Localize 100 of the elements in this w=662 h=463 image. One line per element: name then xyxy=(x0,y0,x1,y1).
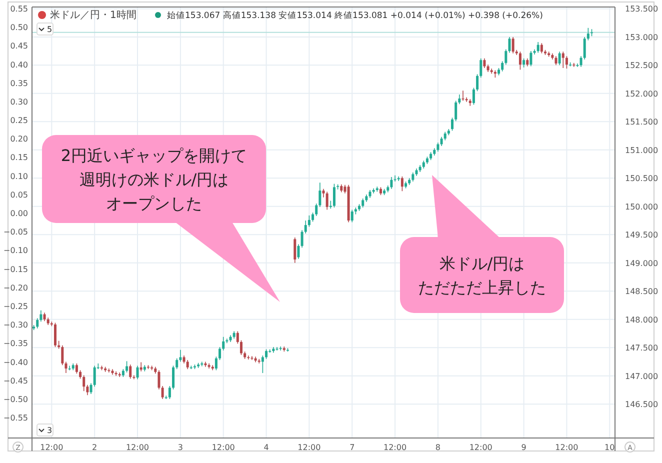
x-tick-label: 2 xyxy=(92,443,98,452)
x-tick-label: 12:00 xyxy=(384,443,407,452)
candlestick xyxy=(501,60,504,72)
annotation: ただただ上昇した xyxy=(418,278,546,297)
y-tick-label: 0.05 xyxy=(10,190,28,200)
candlestick xyxy=(126,360,128,373)
candlestick xyxy=(480,58,482,78)
y-tick-label: 0.30 xyxy=(10,97,28,106)
candlestick xyxy=(562,51,564,68)
y-tick-label: 0.20 xyxy=(10,134,28,144)
y-tick-label: 0.10 xyxy=(10,172,28,181)
y-tick-label: 0.25 xyxy=(10,116,28,126)
y2-tick-label: 149.500 xyxy=(625,230,658,240)
candlestick xyxy=(114,370,118,376)
y-tick-label: 0.40 xyxy=(10,60,28,70)
y2-tick-label: 146.500 xyxy=(625,400,658,410)
y2-tick-label: 153.000 xyxy=(625,32,658,42)
annotation: オープンした xyxy=(106,194,202,213)
candlestick xyxy=(158,370,160,390)
x-tick-label: 12:00 xyxy=(469,443,492,452)
candlestick xyxy=(186,360,189,370)
candlestick xyxy=(400,176,404,192)
candlestick xyxy=(214,356,218,371)
candlestick xyxy=(161,386,164,400)
candlestick xyxy=(454,100,458,122)
y-tick-label: −0.05 xyxy=(3,228,28,237)
candlestick xyxy=(200,361,204,367)
y-tick-label: −0.25 xyxy=(3,302,28,311)
x-tick-label: 7 xyxy=(350,443,355,452)
annotation: 5 xyxy=(47,25,52,34)
speech-bubble: 2円近いギャップを開けて 週明けの米ドル/円は オープンした xyxy=(42,135,280,302)
y-tick-label: −0.30 xyxy=(3,320,28,330)
candlestick xyxy=(458,94,461,105)
y-tick-label: −0.50 xyxy=(3,394,28,404)
candlestick xyxy=(540,42,543,54)
candlestick xyxy=(218,346,222,360)
y2-tick-label: 150.000 xyxy=(625,202,658,212)
candlestick xyxy=(318,182,322,208)
candlestick xyxy=(565,56,568,69)
candlestick xyxy=(483,58,486,68)
y2-tick-label: 149.000 xyxy=(625,258,658,268)
y2-tick-label: 152.500 xyxy=(625,61,658,70)
candlestick xyxy=(362,198,364,208)
candlestick xyxy=(276,346,278,351)
x-tick-label: 12:00 xyxy=(555,443,578,452)
y2-tick-label: 148.500 xyxy=(625,287,658,296)
y-tick-label: 0.45 xyxy=(10,42,28,51)
x-tick-label: 9 xyxy=(521,443,526,452)
x-tick-label: 12:00 xyxy=(126,443,150,452)
candlestick xyxy=(465,96,468,102)
y2-tick-label: 152.000 xyxy=(625,89,658,98)
candlestick xyxy=(129,364,132,380)
candlestick xyxy=(350,209,354,223)
candlestick xyxy=(108,368,110,373)
candlestick xyxy=(54,322,56,348)
y-tick-label: 0.00 xyxy=(10,209,28,218)
candlestick xyxy=(576,63,579,68)
candlestick xyxy=(586,28,590,41)
candlestick xyxy=(261,355,264,374)
candlestick xyxy=(258,358,260,364)
x-tick-label: 12:00 xyxy=(212,443,235,452)
candlestick xyxy=(176,358,178,370)
y-tick-label: 0.15 xyxy=(10,153,28,162)
candlestick xyxy=(75,363,78,374)
y-tick-label: −0.55 xyxy=(3,414,28,423)
annotation: 2円近いギャップを開けて xyxy=(60,146,248,165)
annotation: 米ドル/円は xyxy=(439,254,525,273)
candlestick xyxy=(512,36,514,54)
text: 始値153.067 高値153.138 安値153.014 終値153.081 +0.014 (+0.01%) +0.398 (+0.26%) xyxy=(167,10,543,21)
y-tick-label: 0.50 xyxy=(10,23,28,32)
candlestick xyxy=(136,365,139,380)
candlestick xyxy=(558,51,561,66)
candlestick xyxy=(472,87,475,106)
candlestick xyxy=(68,365,71,371)
y-tick-label: 0.55 xyxy=(10,4,28,14)
y2-tick-label: 150.500 xyxy=(625,174,658,184)
y-tick-label: −0.35 xyxy=(3,339,28,348)
candlestick xyxy=(222,336,225,351)
y2-tick-label: 147.000 xyxy=(625,372,658,381)
chart-title: 米ドル／円・1時間 xyxy=(50,9,136,21)
candlestick xyxy=(172,365,175,390)
y2-tick-label: 151.000 xyxy=(625,146,658,155)
candlestick xyxy=(390,176,393,190)
y-tick-label: −0.15 xyxy=(3,264,28,274)
y-tick-label: −0.45 xyxy=(3,376,28,386)
candlestick xyxy=(308,215,310,228)
candlestick xyxy=(518,51,522,70)
x-tick-label: 10 xyxy=(604,443,615,452)
annotation: 3 xyxy=(47,426,52,435)
x-tick-label: 3 xyxy=(178,443,183,452)
candlestick xyxy=(265,348,268,360)
candlestick xyxy=(294,237,296,264)
candlestick xyxy=(297,244,300,260)
x-tick-label: 8 xyxy=(435,443,440,452)
x-tick-label: 12:00 xyxy=(298,443,321,452)
candlestick xyxy=(412,172,414,182)
y2-tick-label: 147.500 xyxy=(625,344,658,353)
candlestick xyxy=(462,90,464,102)
y-tick-label: −0.10 xyxy=(3,246,28,256)
candlestick xyxy=(436,142,440,152)
